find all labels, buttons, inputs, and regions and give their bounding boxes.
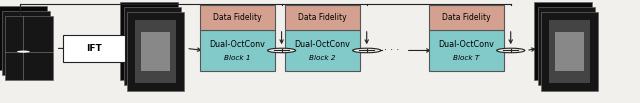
FancyBboxPatch shape — [0, 6, 47, 70]
Text: Data Fidelity: Data Fidelity — [298, 13, 347, 22]
FancyBboxPatch shape — [538, 7, 595, 85]
FancyBboxPatch shape — [429, 30, 504, 71]
Text: Block 2: Block 2 — [309, 55, 336, 61]
Circle shape — [17, 51, 29, 53]
FancyBboxPatch shape — [534, 2, 592, 80]
FancyBboxPatch shape — [285, 30, 360, 71]
FancyBboxPatch shape — [285, 5, 360, 30]
Circle shape — [497, 48, 525, 53]
FancyBboxPatch shape — [5, 16, 53, 80]
FancyBboxPatch shape — [200, 5, 275, 30]
FancyBboxPatch shape — [555, 32, 584, 71]
Circle shape — [268, 48, 296, 53]
FancyBboxPatch shape — [200, 30, 275, 71]
FancyBboxPatch shape — [63, 35, 125, 62]
Text: Block T: Block T — [453, 55, 480, 61]
FancyBboxPatch shape — [541, 12, 598, 91]
Text: · · ·: · · · — [384, 45, 399, 56]
FancyBboxPatch shape — [136, 20, 175, 83]
Text: Data Fidelity: Data Fidelity — [442, 13, 491, 22]
FancyBboxPatch shape — [429, 5, 504, 30]
Circle shape — [353, 48, 381, 53]
FancyBboxPatch shape — [549, 20, 590, 83]
FancyBboxPatch shape — [127, 12, 184, 91]
Text: Data Fidelity: Data Fidelity — [213, 13, 262, 22]
FancyBboxPatch shape — [141, 32, 170, 71]
Text: IFT: IFT — [86, 44, 102, 53]
FancyBboxPatch shape — [2, 11, 50, 75]
Text: Block 1: Block 1 — [224, 55, 251, 61]
FancyBboxPatch shape — [120, 2, 178, 80]
Text: Dual-OctConv: Dual-OctConv — [294, 40, 351, 49]
Text: Dual-OctConv: Dual-OctConv — [209, 40, 266, 49]
FancyBboxPatch shape — [124, 7, 181, 85]
Text: Dual-OctConv: Dual-OctConv — [438, 40, 495, 49]
